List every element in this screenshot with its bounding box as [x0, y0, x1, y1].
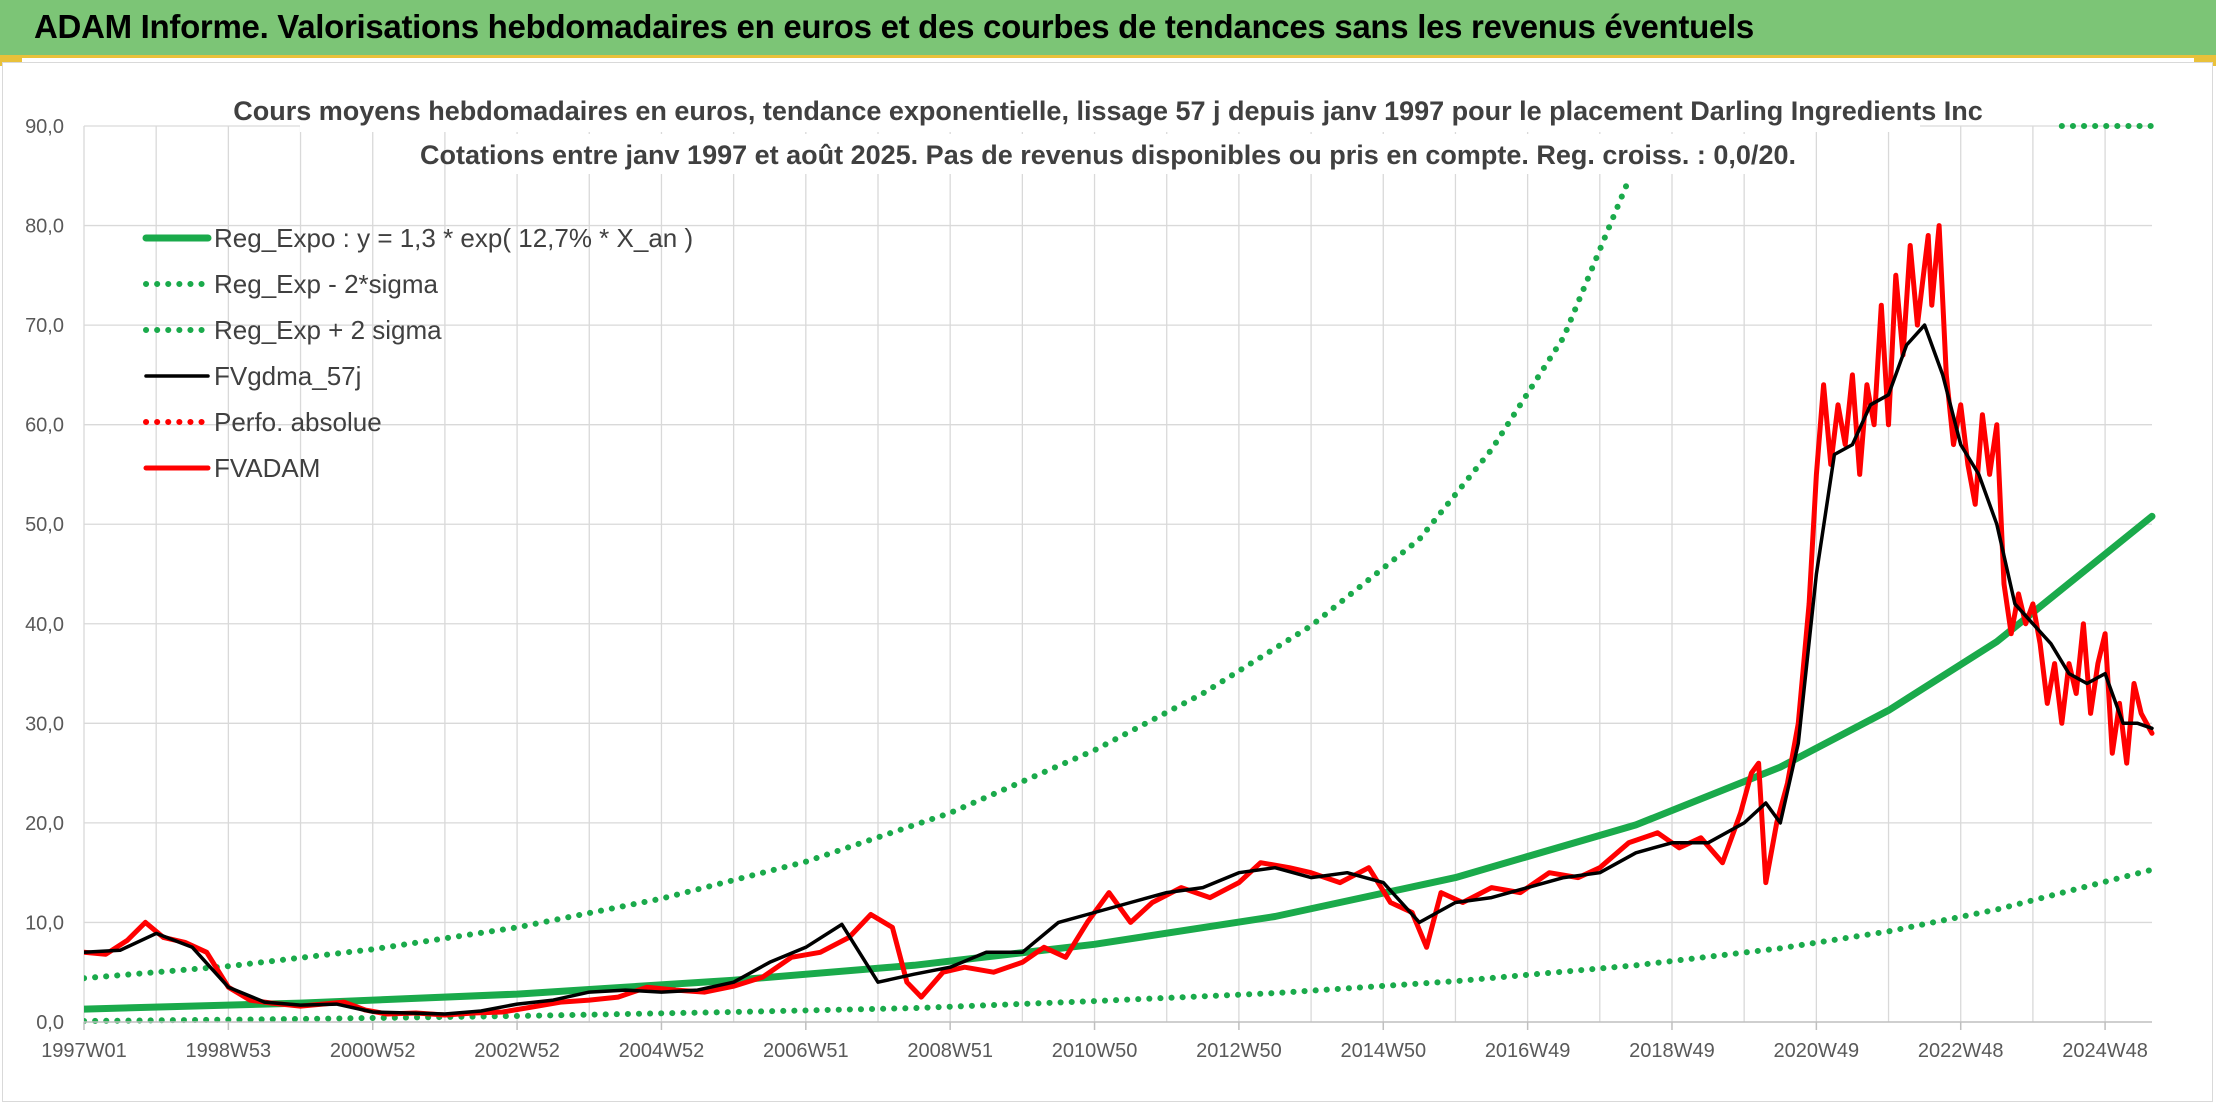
legend-label-6: FVADAM	[214, 453, 320, 483]
legend-label-4: FVgdma_57j	[214, 361, 361, 391]
y-tick-label: 30,0	[25, 713, 64, 735]
report-header: ADAM Informe. Valorisations hebdomadaire…	[0, 0, 2216, 58]
chart-subtitle: Cotations entre janv 1997 et août 2025. …	[420, 140, 1796, 170]
x-tick-label: 2012W50	[1196, 1040, 1282, 1062]
legend-label-5: Perfo. absolue	[214, 407, 382, 437]
x-tick-label: 2022W48	[1918, 1040, 2004, 1062]
x-tick-label: 2020W49	[1774, 1040, 1860, 1062]
chart-legend: Reg_Expo : y = 1,3 * exp( 12,7% * X_an )…	[142, 223, 693, 483]
y-tick-label: 20,0	[25, 813, 64, 835]
legend-label-3: Reg_Exp + 2 sigma	[214, 315, 442, 345]
y-tick-label: 0,0	[36, 1012, 64, 1034]
x-tick-label: 1997W01	[41, 1040, 127, 1062]
x-tick-label: 2000W52	[330, 1040, 416, 1062]
y-tick-label: 10,0	[25, 912, 64, 934]
chart-title: Cours moyens hebdomadaires en euros, ten…	[233, 96, 1983, 126]
report-title: ADAM Informe. Valorisations hebdomadaire…	[34, 8, 1754, 45]
chart-axes: 0,0 10,0 20,0 30,0 40,0 50,0 60,0 70,0 80,0 90,0 1…	[25, 116, 2152, 1062]
x-tick-label: 2024W48	[2062, 1040, 2148, 1062]
chart-series	[84, 123, 2156, 1024]
title-backdrop-2	[460, 134, 1760, 174]
chart-gridlines	[83, 125, 2152, 1022]
y-tick-label: 80,0	[25, 216, 64, 238]
x-tick-label: 2014W50	[1340, 1040, 1426, 1062]
y-tick-label: 50,0	[25, 514, 64, 536]
x-tick-label: 2008W51	[907, 1040, 993, 1062]
legend-label-2: Reg_Exp - 2*sigma	[214, 269, 439, 299]
x-tick-label: 2006W51	[763, 1040, 849, 1062]
legend-label-1: Reg_Expo : y = 1,3 * exp( 12,7% * X_an )	[214, 223, 693, 253]
series-line-2	[84, 866, 2155, 1024]
y-tick-label: 60,0	[25, 415, 64, 437]
x-tick-label: 2002W52	[474, 1040, 560, 1062]
x-tick-label: 1998W53	[186, 1040, 272, 1062]
x-tick-label: 2004W52	[619, 1040, 705, 1062]
y-tick-label: 40,0	[25, 614, 64, 636]
y-tick-label: 90,0	[25, 116, 64, 138]
x-tick-label: 2018W49	[1629, 1040, 1715, 1062]
chart-area	[2, 62, 2213, 1102]
series-line-3	[84, 176, 1632, 982]
series-line-4	[84, 323, 2154, 1016]
series-line-1	[84, 512, 2156, 1013]
y-tick-label: 70,0	[25, 315, 64, 337]
x-tick-label: 2010W50	[1052, 1040, 1138, 1062]
x-tick-label: 2016W49	[1485, 1040, 1571, 1062]
title-backdrop-1	[300, 92, 1920, 132]
